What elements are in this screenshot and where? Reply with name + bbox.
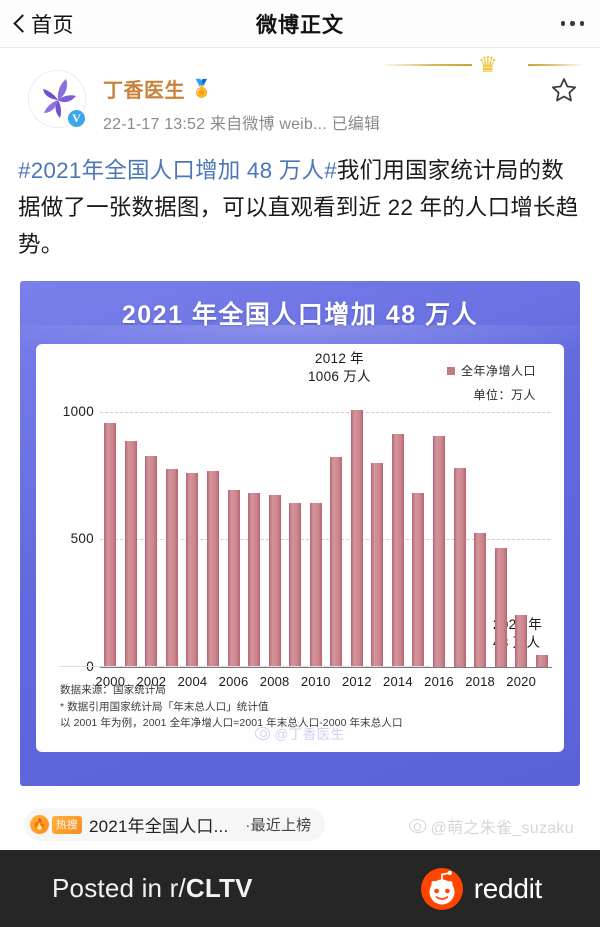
bar-2021 [535, 654, 548, 667]
legend-label: 全年净增人口 [460, 364, 536, 378]
hot-search-pill[interactable]: 🔥 热搜 2021年全国人口... ·最近上榜 [24, 808, 326, 841]
x-axis-tick-label: 2004 [177, 674, 208, 689]
annotation-2012: 2012 年 1006 万人 [308, 350, 371, 386]
bar-2010 [309, 503, 322, 667]
bar-2007 [248, 493, 261, 667]
bar-2017 [453, 468, 466, 667]
gridline [100, 411, 550, 413]
bar-2013 [371, 462, 384, 667]
chart-watermark: @丁香医生 [36, 723, 564, 743]
notes-divider [60, 666, 430, 667]
x-axis-tick-label: 2020 [506, 674, 537, 689]
more-dot [570, 21, 575, 26]
reddit-brand: reddit [420, 867, 543, 910]
post-text: #2021年全国人口增加 48 万人#我们用国家统计局的数据做了一张数据图，可以… [18, 152, 584, 263]
bar-2012 [350, 410, 363, 667]
post-meta: 22-1-17 13:52 来自微博 weib... 已编辑 [103, 116, 381, 133]
bar-2002 [145, 455, 158, 667]
overlay-watermark-text: @萌之朱雀_suzaku [430, 820, 574, 837]
bar-2009 [289, 502, 302, 667]
gridline [100, 539, 550, 541]
bar-2005 [207, 470, 219, 667]
chart-legend: 全年净增人口 单位：万人 [446, 362, 536, 403]
bar-2000 [104, 422, 117, 667]
legend-swatch-icon [446, 366, 455, 375]
author-name[interactable]: 丁香医生 [103, 80, 185, 102]
chart-title: 2021 年全国人口增加 48 万人 [121, 301, 479, 329]
x-axis-tick-label: 2016 [424, 674, 454, 689]
bar-2001 [124, 441, 137, 667]
weibo-eye-icon [255, 726, 271, 740]
x-axis-tick-label: 2006 [218, 674, 249, 689]
x-axis-tick-label: 2010 [300, 674, 331, 689]
reddit-snoo-icon [420, 867, 463, 910]
footer-subreddit: CLTV [185, 873, 253, 903]
footer-prefix: Posted in r/ [52, 873, 186, 903]
bar-2014 [391, 434, 404, 667]
author-emblem-icon: 🏅 [191, 78, 213, 98]
star-outline-icon[interactable] [550, 76, 578, 104]
bar-2019 [494, 547, 507, 667]
chart-note-line: * 数据引用国家统计局「年末总人口」统计值 [60, 700, 269, 713]
hot-search-row: 🔥 热搜 2021年全国人口... ·最近上榜 @萌之朱雀_suzaku [20, 806, 580, 846]
x-axis-tick-label: 2018 [465, 674, 495, 689]
more-dot [579, 21, 584, 26]
annotation-2012-line1: 2012 年 [314, 351, 364, 366]
decoration-line-left [380, 64, 472, 66]
legend-unit: 单位：万人 [473, 388, 536, 402]
bar-2006 [227, 490, 240, 667]
bar-2004 [186, 472, 199, 667]
chart-image-card[interactable]: 2021 年全国人口增加 48 万人 全年净增人口 单位：万人 2012 年 1… [20, 281, 580, 786]
x-axis-tick-label: 2014 [383, 674, 413, 689]
chart-plot-card: 全年净增人口 单位：万人 2012 年 1006 万人 2021 年 48 万人… [36, 344, 564, 752]
chart-note-line: 数据来源：国家统计局 [60, 684, 166, 696]
author-block: 丁香医生 🏅 22-1-17 13:52 来自微博 weib... 已编辑 [103, 74, 380, 134]
chart-watermark-text: @丁香医生 [274, 727, 345, 742]
avatar[interactable]: V [28, 70, 87, 129]
x-axis-tick-label: 2012 [341, 674, 372, 689]
hot-search-tag: 热搜 [52, 815, 82, 834]
bar-2015 [412, 493, 425, 667]
post-body: 我们用国家统计局的数据做了一张数据图，可以直观看到近 22 年的人口增长趋势。 [18, 158, 579, 257]
x-axis-tick-label: 2008 [259, 674, 290, 689]
decoration-line-right [528, 64, 584, 66]
overlay-watermark: @萌之朱雀_suzaku [408, 814, 574, 838]
bar-2016 [433, 435, 445, 667]
verified-badge: V [66, 108, 87, 129]
bar-2011 [330, 457, 343, 667]
annotation-2012-line2: 1006 万人 [308, 369, 371, 384]
chart-notes: 数据来源：国家统计局 * 数据引用国家统计局「年末总人口」统计值以 2001 年为… [60, 682, 540, 732]
hot-search-flame-icon: 🔥 [30, 815, 49, 834]
reddit-wordmark: reddit [473, 872, 543, 904]
hot-search-text: 2021年全国人口... [89, 817, 229, 836]
crown-icon: ♛ [478, 52, 498, 77]
back-button-label: 首页 [31, 13, 74, 37]
bar-2020 [515, 614, 528, 667]
reddit-footer: Posted in r/CLTV reddit [0, 850, 600, 927]
more-dot [560, 21, 565, 26]
page-title: 微博正文 [256, 13, 344, 37]
post-header: ♛ V 丁香医生 🏅 [0, 48, 600, 150]
hot-search-sub: ·最近上榜 [245, 817, 312, 834]
navigation-bar: 首页 微博正文 [0, 0, 600, 48]
x-axis-line [100, 667, 552, 668]
bar-2003 [165, 469, 178, 667]
crown-decoration: ♛ [380, 51, 590, 81]
bar-2018 [474, 533, 487, 667]
hot-search-badge: 🔥 热搜 [30, 815, 82, 834]
y-axis-tick-label: 500 [70, 531, 94, 547]
back-button[interactable]: 首页 [12, 9, 74, 39]
chevron-left-icon [12, 16, 27, 31]
more-options-button[interactable] [560, 21, 584, 26]
weibo-eye-icon [408, 819, 426, 833]
y-axis-tick-label: 1000 [62, 403, 94, 419]
bar-2008 [268, 495, 281, 667]
dingxiang-butterfly-logo-icon [43, 79, 76, 118]
footer-posted-in: Posted in r/CLTV [52, 873, 253, 904]
x-axis-tick-label: 2000 [95, 674, 126, 689]
x-axis-tick-label: 2002 [136, 674, 167, 689]
post-hashtag[interactable]: #2021年全国人口增加 48 万人# [18, 158, 337, 183]
chart-note-line: 以 2001 年为例，2001 全年净增人口=2001 年末总人口-2000 年… [60, 717, 403, 729]
